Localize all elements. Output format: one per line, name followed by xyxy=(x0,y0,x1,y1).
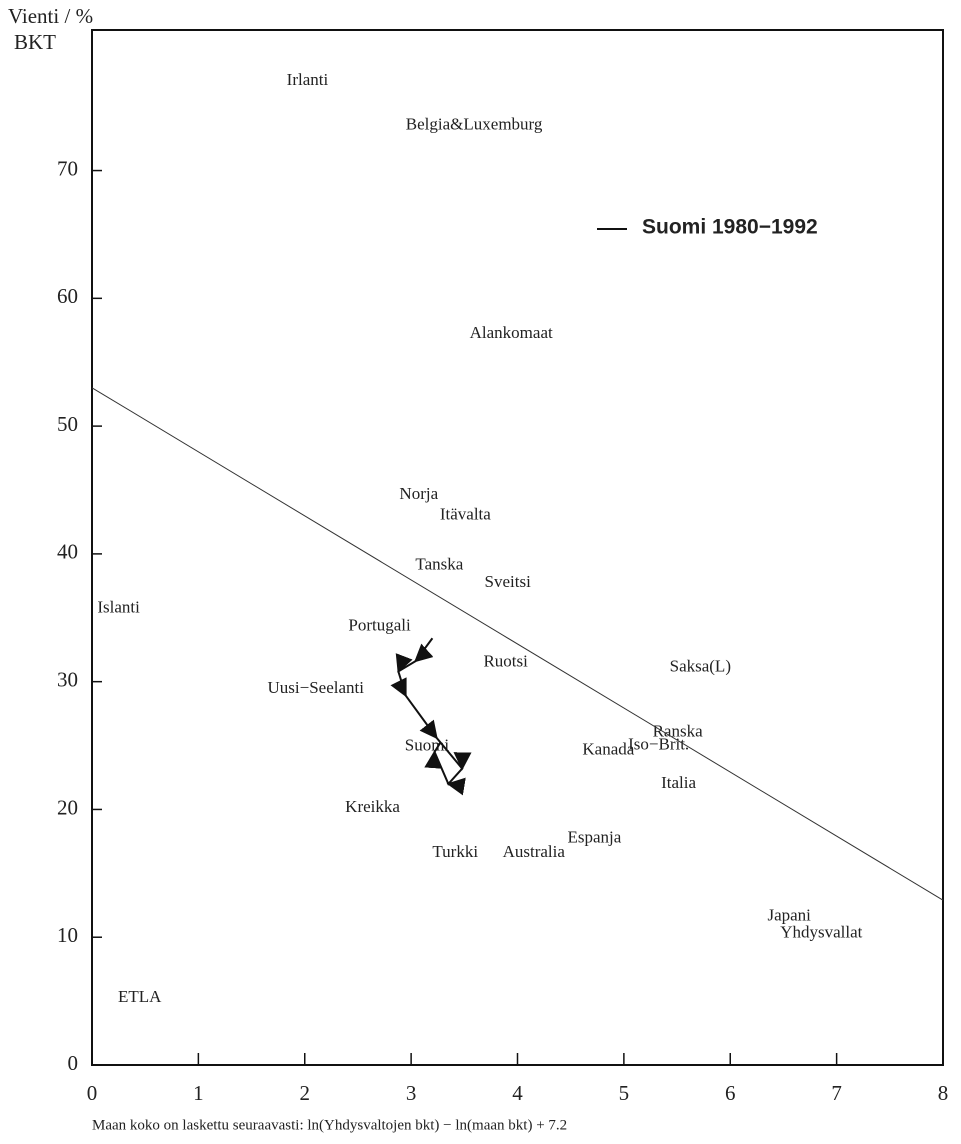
x-tick-label: 3 xyxy=(406,1081,417,1105)
country-label: Ranska xyxy=(653,722,704,741)
country-label: Japani xyxy=(767,906,811,925)
y-tick-label: 60 xyxy=(57,284,78,308)
y-tick-label: 20 xyxy=(57,795,78,819)
country-label: Kreikka xyxy=(345,797,400,816)
x-tick-label: 7 xyxy=(831,1081,842,1105)
country-label: Ruotsi xyxy=(483,651,528,670)
country-label: Alankomaat xyxy=(470,323,553,342)
plot-frame xyxy=(91,29,944,1066)
y-tick-label: 40 xyxy=(57,540,78,564)
legend-label: Suomi 1980−1992 xyxy=(642,216,818,239)
country-label: Tanska xyxy=(415,554,463,573)
x-tick-label: 2 xyxy=(300,1081,311,1105)
country-label: Portugali xyxy=(348,616,411,635)
y-tick-label: 50 xyxy=(57,412,78,436)
source-annotation: ETLA xyxy=(118,987,162,1006)
country-label: Australia xyxy=(503,842,566,861)
y-tick-label: 70 xyxy=(57,156,78,180)
country-label: Irlanti xyxy=(287,70,329,89)
x-tick-label: 0 xyxy=(87,1081,98,1105)
country-label: Espanja xyxy=(567,828,621,847)
x-tick-label: 4 xyxy=(512,1081,523,1105)
country-label: Yhdysvallat xyxy=(780,922,862,941)
y-tick-label: 10 xyxy=(57,923,78,947)
trend-line xyxy=(91,387,944,901)
country-label: Islanti xyxy=(97,598,140,617)
country-label: Uusi−Seelanti xyxy=(268,678,365,697)
country-label: Belgia&Luxemburg xyxy=(406,115,543,134)
trajectory-line xyxy=(390,637,472,796)
country-label: Saksa(L) xyxy=(670,657,731,676)
country-label: Sveitsi xyxy=(485,572,532,591)
country-label: Itävalta xyxy=(440,504,491,523)
y-axis-label: Vienti / % xyxy=(8,4,93,28)
country-label: Kanada xyxy=(582,740,634,759)
x-tick-label: 5 xyxy=(619,1081,630,1105)
x-tick-label: 6 xyxy=(725,1081,736,1105)
x-axis-label: Maan koko on laskettu seuraavasti: ln(Yh… xyxy=(92,1117,567,1133)
y-tick-label: 30 xyxy=(57,667,78,691)
country-label: Iso−Brit. xyxy=(628,734,689,753)
country-label: Norja xyxy=(399,484,438,503)
country-label: Italia xyxy=(661,773,696,792)
x-tick-label: 8 xyxy=(938,1081,949,1105)
x-tick-label: 1 xyxy=(193,1081,204,1105)
y-tick-label: 0 xyxy=(68,1051,79,1075)
y-axis-label: BKT xyxy=(14,30,56,54)
country-label: Turkki xyxy=(432,842,478,861)
